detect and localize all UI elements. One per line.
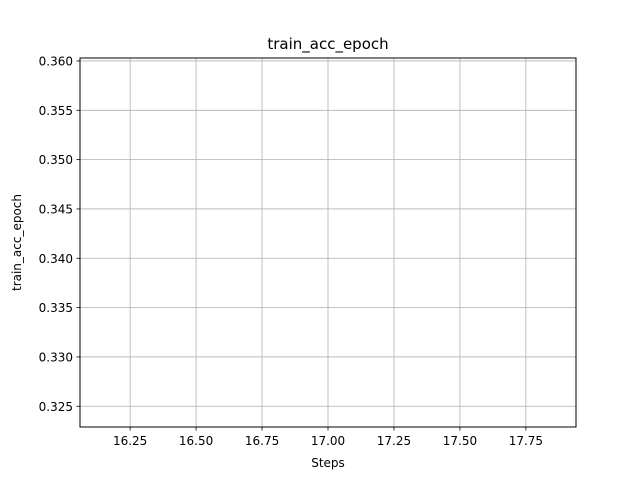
x-tick-label: 16.50 [179, 434, 213, 448]
y-tick-label: 0.335 [39, 301, 73, 315]
x-tick-label: 17.75 [509, 434, 543, 448]
y-tick-label: 0.345 [39, 202, 73, 216]
y-tick-label: 0.325 [39, 400, 73, 414]
axis-ticks: 16.25 16.50 16.75 17.00 17.25 17.50 17.75 0.325… [39, 54, 543, 448]
y-tick-label: 0.330 [39, 350, 73, 364]
x-tick-label: 17.25 [377, 434, 411, 448]
x-tick-label: 16.75 [245, 434, 279, 448]
x-tick-label: 16.25 [113, 434, 147, 448]
grid [80, 58, 576, 427]
x-tick-label: 17.00 [311, 434, 345, 448]
plot-frame [79, 57, 577, 428]
x-axis-label: Steps [311, 456, 345, 470]
y-tick-label: 0.360 [39, 54, 73, 68]
y-axis-label: train_acc_epoch [10, 194, 24, 291]
x-tick-label: 17.50 [443, 434, 477, 448]
y-tick-label: 0.350 [39, 153, 73, 167]
chart-title: train_acc_epoch [267, 35, 388, 54]
y-tick-label: 0.340 [39, 252, 73, 266]
y-tick-label: 0.355 [39, 104, 73, 118]
